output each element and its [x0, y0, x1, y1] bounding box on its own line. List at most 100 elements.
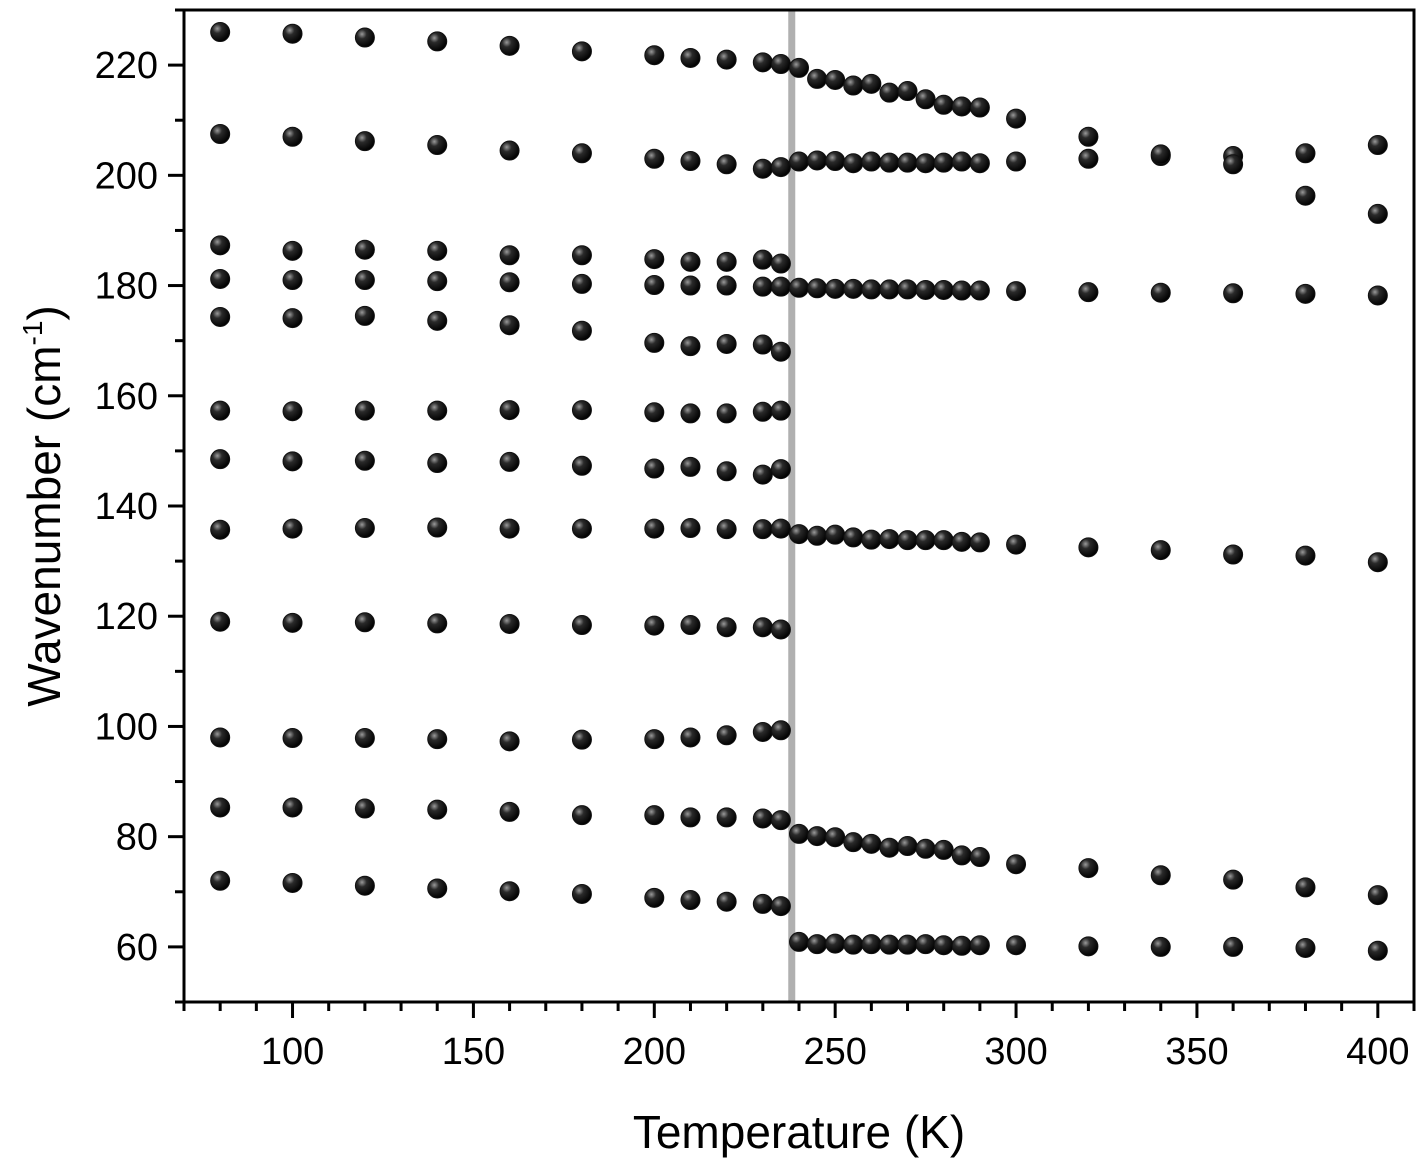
data-point: [951, 151, 972, 172]
data-point: [680, 151, 701, 172]
data-point: [644, 887, 665, 908]
data-point: [770, 341, 791, 362]
data-point: [752, 276, 773, 297]
x-tick-label: 150: [442, 1031, 505, 1073]
data-point: [951, 845, 972, 866]
data-point: [644, 275, 665, 296]
data-point: [716, 461, 737, 482]
data-point: [1006, 281, 1027, 302]
data-point: [354, 450, 375, 471]
data-point: [752, 334, 773, 355]
data-point: [1367, 285, 1388, 306]
data-point: [680, 336, 701, 357]
data-point: [644, 615, 665, 636]
data-point: [1150, 936, 1171, 957]
data-point: [282, 401, 303, 422]
data-point: [807, 826, 828, 847]
data-point: [752, 401, 773, 422]
y-axis-title-main: Wavenumber (cm: [18, 345, 70, 706]
data-point: [1223, 936, 1244, 957]
y-tick-label: 80: [116, 817, 158, 859]
data-point: [644, 249, 665, 270]
data-point: [571, 455, 592, 476]
data-point: [1367, 552, 1388, 573]
data-point: [680, 251, 701, 272]
data-point: [210, 268, 231, 289]
y-tick-label: 140: [95, 486, 158, 528]
y-tick-label: 220: [95, 45, 158, 87]
data-point: [861, 934, 882, 955]
data-point: [897, 934, 918, 955]
data-point: [282, 797, 303, 818]
data-point: [933, 152, 954, 173]
data-point: [210, 400, 231, 421]
data-point: [354, 798, 375, 819]
data-point: [680, 403, 701, 424]
data-point: [1295, 283, 1316, 304]
data-point: [789, 823, 809, 844]
data-point: [951, 280, 972, 301]
data-point: [282, 23, 303, 44]
x-tick-label: 300: [984, 1031, 1047, 1073]
data-point: [915, 279, 936, 300]
data-point: [1295, 185, 1316, 206]
data-point: [716, 617, 737, 638]
data-point: [210, 449, 231, 470]
data-point: [354, 27, 375, 48]
data-point: [571, 400, 592, 421]
data-point: [210, 235, 231, 256]
data-point: [825, 933, 846, 954]
data-point: [716, 403, 737, 424]
data-point: [897, 81, 918, 102]
data-point: [716, 154, 737, 175]
data-point: [571, 143, 592, 164]
data-point: [499, 518, 520, 539]
x-tick-label: 350: [1165, 1031, 1228, 1073]
data-point: [571, 273, 592, 294]
data-point: [879, 152, 900, 173]
x-tick-label: 100: [261, 1031, 324, 1073]
data-point: [969, 280, 990, 301]
data-point: [1367, 885, 1388, 906]
data-point: [210, 22, 231, 43]
data-point: [354, 305, 375, 326]
data-point: [282, 270, 303, 291]
data-point: [969, 532, 990, 553]
data-point: [499, 881, 520, 902]
y-tick-label: 120: [95, 596, 158, 638]
data-point: [354, 239, 375, 260]
y-tick-label: 160: [95, 376, 158, 418]
data-point: [427, 400, 448, 421]
data-point: [716, 49, 737, 70]
y-axis: 60 80 100 120 140 160 180 200 220: [95, 8, 184, 1004]
data-point: [1150, 540, 1171, 561]
data-point: [1367, 940, 1388, 961]
data-point: [843, 934, 864, 955]
data-point: [861, 73, 882, 94]
data-point: [915, 153, 936, 174]
data-point: [1006, 534, 1027, 555]
x-axis: 100 150 200 250 300 350 400: [182, 1002, 1416, 1073]
data-point: [752, 519, 773, 540]
data-point: [716, 275, 737, 296]
data-point: [915, 838, 936, 859]
data-point: [843, 278, 864, 299]
data-point: [427, 613, 448, 634]
data-point: [282, 728, 303, 749]
y-axis-title-close: ): [18, 305, 70, 320]
data-point: [427, 310, 448, 331]
data-point: [571, 41, 592, 62]
data-point: [1078, 858, 1099, 879]
data-point: [1295, 545, 1316, 566]
data-point: [770, 157, 791, 178]
data-point: [752, 249, 773, 270]
data-point: [861, 529, 882, 550]
data-point: [770, 459, 791, 480]
data-point: [571, 320, 592, 341]
data-point: [680, 518, 701, 539]
data-point: [210, 611, 231, 632]
data-point: [897, 279, 918, 300]
data-point: [282, 240, 303, 261]
x-tick-label: 200: [623, 1031, 686, 1073]
data-point: [210, 519, 231, 540]
